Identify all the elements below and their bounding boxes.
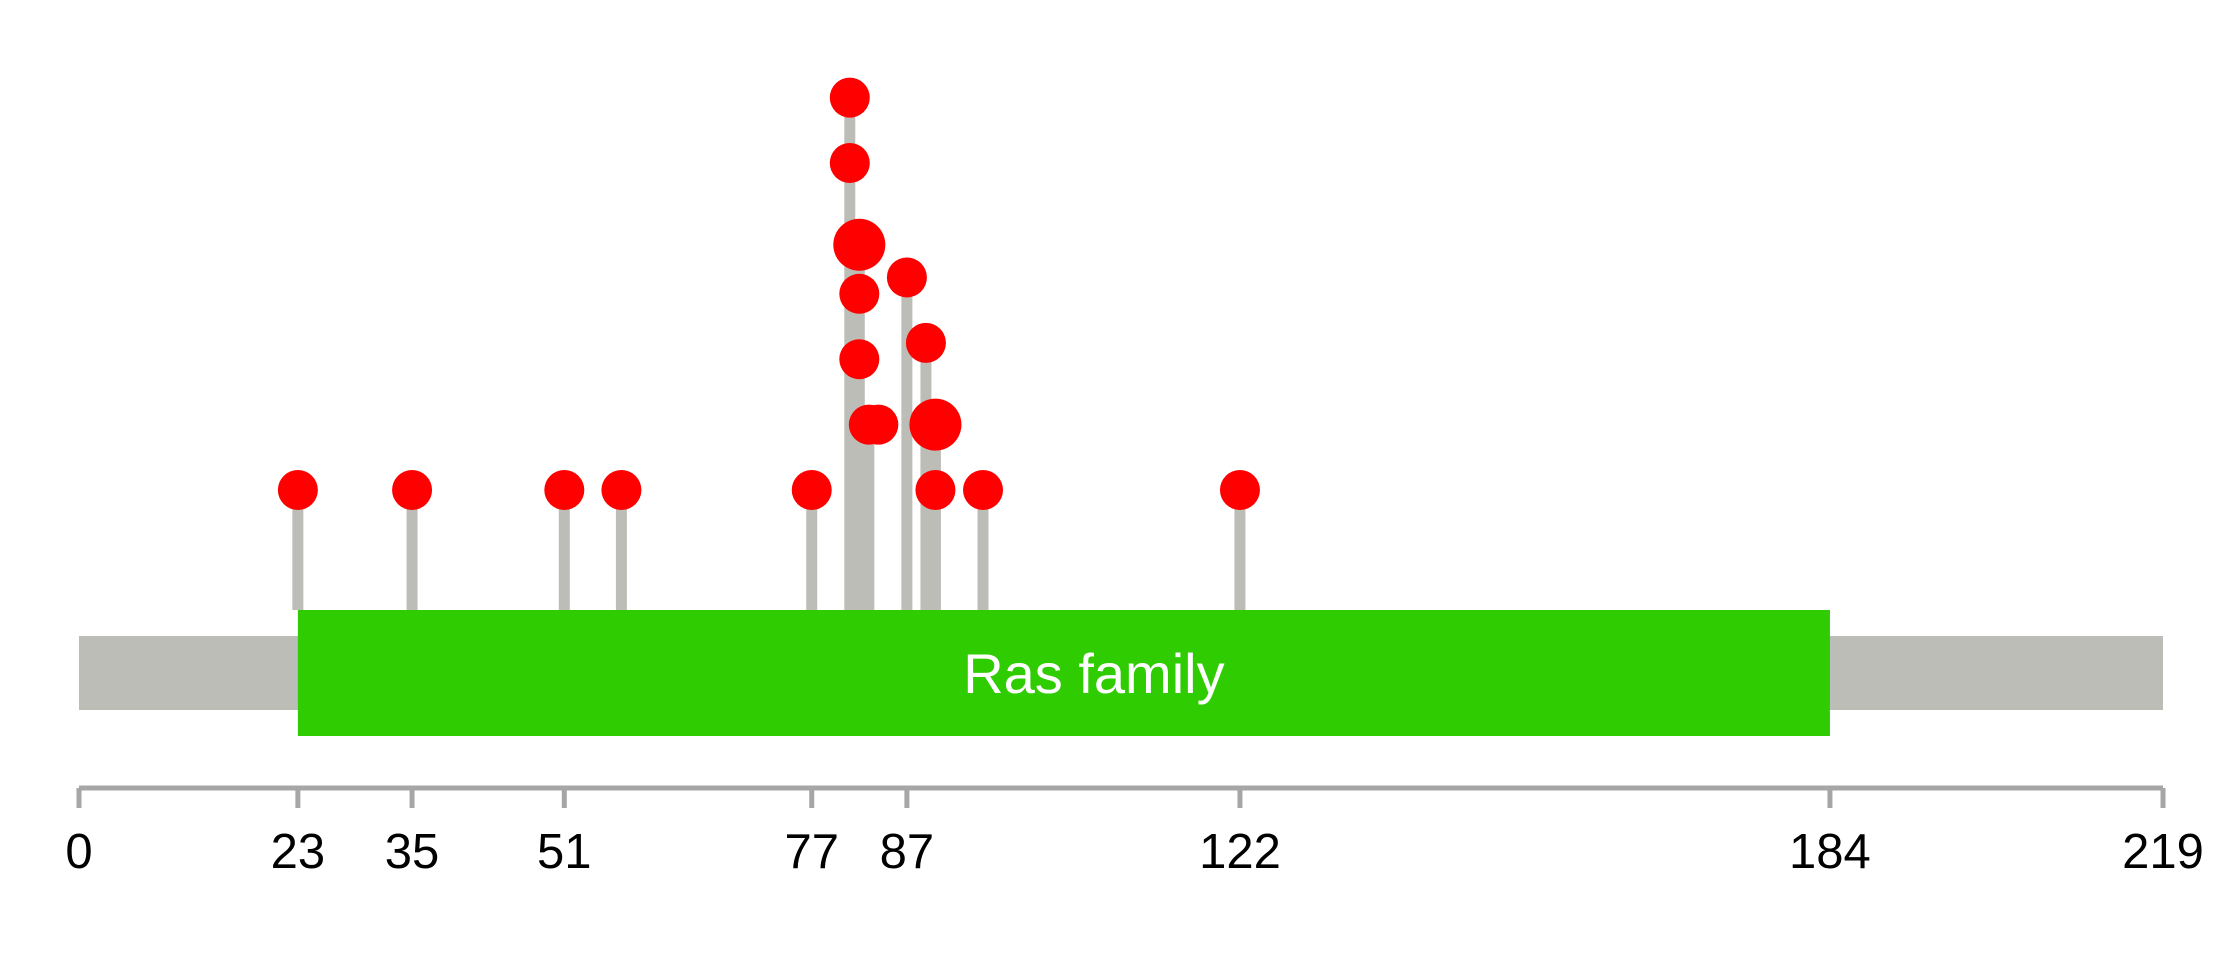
mutation-marker	[886, 257, 927, 298]
mutation-marker	[601, 470, 642, 510]
mutation-marker	[829, 77, 870, 118]
tick-label: 122	[1199, 825, 1281, 879]
mutation-marker	[833, 218, 886, 271]
mutation-marker	[1219, 470, 1260, 510]
mutation-marker	[839, 339, 880, 380]
tick-label: 0	[65, 825, 92, 879]
protein-domains: Ras family	[297, 610, 1830, 736]
tick-label: 35	[385, 825, 440, 879]
mutation-marker	[839, 273, 880, 314]
tick-label: 184	[1789, 825, 1871, 879]
mutation-marker	[963, 470, 1004, 510]
mutation-marker	[544, 470, 585, 510]
mutation-marker	[791, 470, 832, 510]
mutation-marker	[915, 470, 956, 510]
tick-label: 219	[2122, 825, 2204, 879]
mutation-marker	[829, 143, 870, 183]
tick-label: 23	[271, 825, 326, 879]
domain-label: Ras family	[963, 642, 1224, 705]
tick-label: 51	[537, 825, 592, 879]
mutation-marker	[392, 470, 433, 510]
mutation-marker	[277, 470, 318, 510]
tick-label: 77	[784, 825, 839, 879]
mutation-stems	[292, 97, 1246, 610]
position-axis: 0 23 35 51 77 87 122 184 219	[65, 785, 2204, 879]
mutation-markers	[277, 77, 1260, 510]
mutation-marker	[858, 404, 899, 445]
mutation-marker	[909, 398, 962, 451]
domain-ras-family	[297, 610, 1830, 736]
mutation-marker	[905, 322, 946, 363]
tick-label: 87	[880, 825, 935, 879]
